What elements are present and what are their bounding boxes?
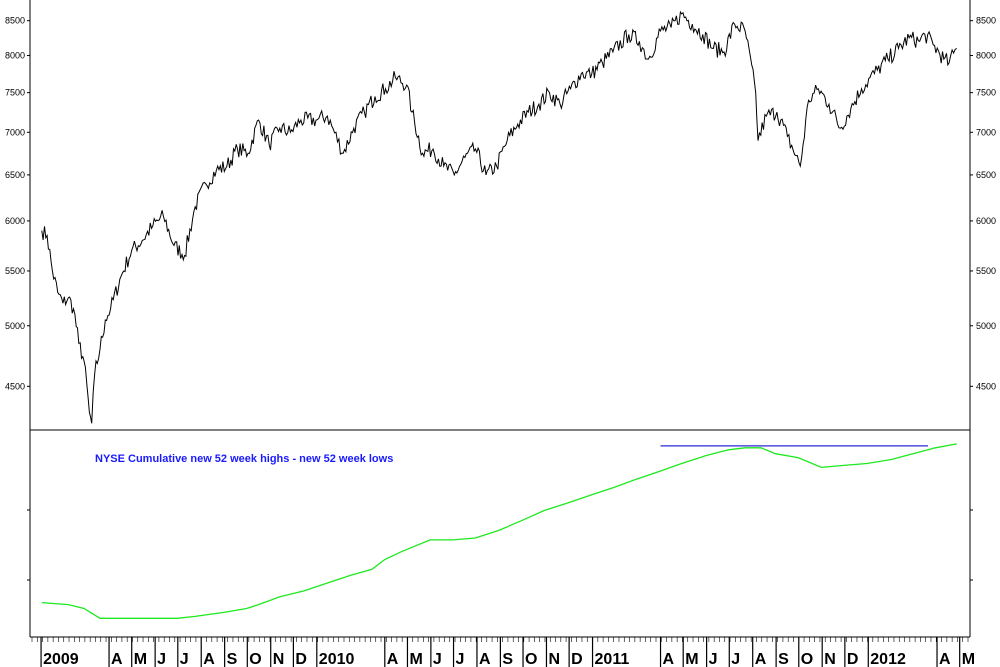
x-tick-label: A — [755, 651, 767, 667]
x-tick-label: J — [456, 651, 465, 667]
x-tick-label: N — [824, 651, 836, 667]
x-tick-label: A — [111, 651, 123, 667]
y-tick-label-right: 5000 — [976, 321, 996, 331]
x-tick-label: J — [709, 651, 718, 667]
y-tick-label-right: 7500 — [976, 88, 996, 98]
x-tick-label: S — [227, 651, 238, 667]
x-tick-label: 2011 — [595, 651, 630, 667]
x-tick-label: A — [387, 651, 399, 667]
x-tick-label: M — [962, 651, 975, 667]
y-tick-label-right: 4500 — [976, 381, 996, 391]
y-tick-label-left: 7000 — [5, 127, 25, 137]
indicator-panel: NYSE Cumulative new 52 week highs - new … — [27, 430, 973, 637]
x-tick-label: S — [778, 651, 789, 667]
x-tick-label: 2012 — [870, 651, 906, 667]
y-tick-label-right: 8500 — [976, 16, 996, 26]
x-tick-label: N — [548, 651, 560, 667]
x-tick-label: O — [801, 651, 813, 667]
price-panel: 4500 4500 5000 5000 5500 5500 6000 6000 6500 6500… — [5, 0, 996, 430]
y-tick-label-left: 5500 — [5, 266, 25, 276]
x-tick-label: A — [479, 651, 491, 667]
x-tick-label: M — [685, 651, 698, 667]
x-tick-label: S — [502, 651, 513, 667]
x-tick-label: M — [409, 651, 422, 667]
x-tick-label: A — [939, 651, 951, 667]
x-tick-label: M — [134, 651, 147, 667]
x-tick-label: 2009 — [43, 651, 79, 667]
y-tick-label-left: 8000 — [5, 51, 25, 61]
x-tick-label: J — [731, 651, 740, 667]
x-tick-label: N — [273, 651, 285, 667]
price-series-line — [41, 10, 957, 424]
x-tick-label: D — [847, 651, 859, 667]
y-tick-label-left: 6000 — [5, 216, 25, 226]
x-tick-label: J — [157, 651, 166, 667]
indicator-series-line — [41, 443, 957, 619]
y-tick-label-right: 5500 — [976, 266, 996, 276]
x-tick-label: O — [525, 651, 537, 667]
x-tick-label: A — [203, 651, 215, 667]
x-axis: 2009 A M J J A S O N D 2010 A M J J A S O N D 2011 A M J J A S O N D 2… — [31, 637, 975, 667]
y-tick-label-right: 6500 — [976, 170, 996, 180]
y-tick-label-left: 6500 — [5, 170, 25, 180]
y-tick-label-right: 6000 — [976, 216, 996, 226]
y-tick-label-left: 5000 — [5, 321, 25, 331]
x-tick-label: 2010 — [319, 651, 355, 667]
y-tick-label-right: 8000 — [976, 51, 996, 61]
x-tick-label: A — [663, 651, 675, 667]
y-tick-label-right: 7000 — [976, 127, 996, 137]
x-tick-label: J — [433, 651, 442, 667]
y-tick-label-left: 4500 — [5, 381, 25, 391]
x-tick-label: D — [571, 651, 583, 667]
y-tick-label-left: 8500 — [5, 16, 25, 26]
y-tick-label-left: 7500 — [5, 88, 25, 98]
x-tick-label: J — [180, 651, 189, 667]
indicator-title: NYSE Cumulative new 52 week highs - new … — [95, 453, 393, 465]
price-axis-ticks: 4500 4500 5000 5000 5500 5500 6000 6000 6500 6500… — [5, 16, 996, 392]
x-tick-label: D — [295, 651, 307, 667]
x-tick-label: O — [249, 651, 261, 667]
